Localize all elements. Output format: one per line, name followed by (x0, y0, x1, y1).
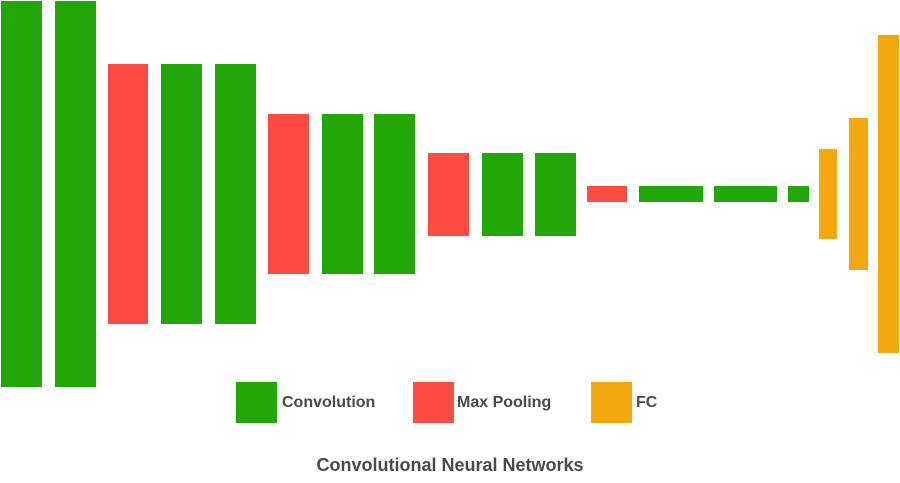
convolution-layer (788, 186, 809, 202)
max-pooling-layer (587, 186, 627, 202)
convolution-layer (535, 153, 576, 236)
legend-fc-label: FC (636, 394, 658, 411)
legend-convolution-swatch (236, 382, 277, 423)
max-pooling-layer (428, 153, 469, 236)
legend-fc-swatch (591, 382, 632, 423)
fc-layer (849, 118, 868, 270)
convolution-layer (639, 186, 703, 202)
convolution-layer (161, 64, 202, 324)
convolution-layer (374, 114, 415, 274)
max-pooling-layer (268, 114, 309, 274)
fc-layer (819, 149, 837, 239)
diagram-title: Convolutional Neural Networks (316, 455, 584, 475)
convolution-layer (714, 186, 777, 202)
fc-layer (878, 35, 899, 353)
legend-convolution-label: Convolution (282, 394, 376, 411)
convolution-layer (1, 1, 42, 387)
max-pooling-layer (108, 64, 148, 324)
convolution-layer (215, 64, 256, 324)
legend-max-pooling-label: Max Pooling (457, 394, 552, 411)
convolution-layer (55, 1, 96, 387)
legend-max-pooling-swatch (413, 382, 454, 423)
convolution-layer (482, 153, 523, 236)
convolution-layer (322, 114, 363, 274)
